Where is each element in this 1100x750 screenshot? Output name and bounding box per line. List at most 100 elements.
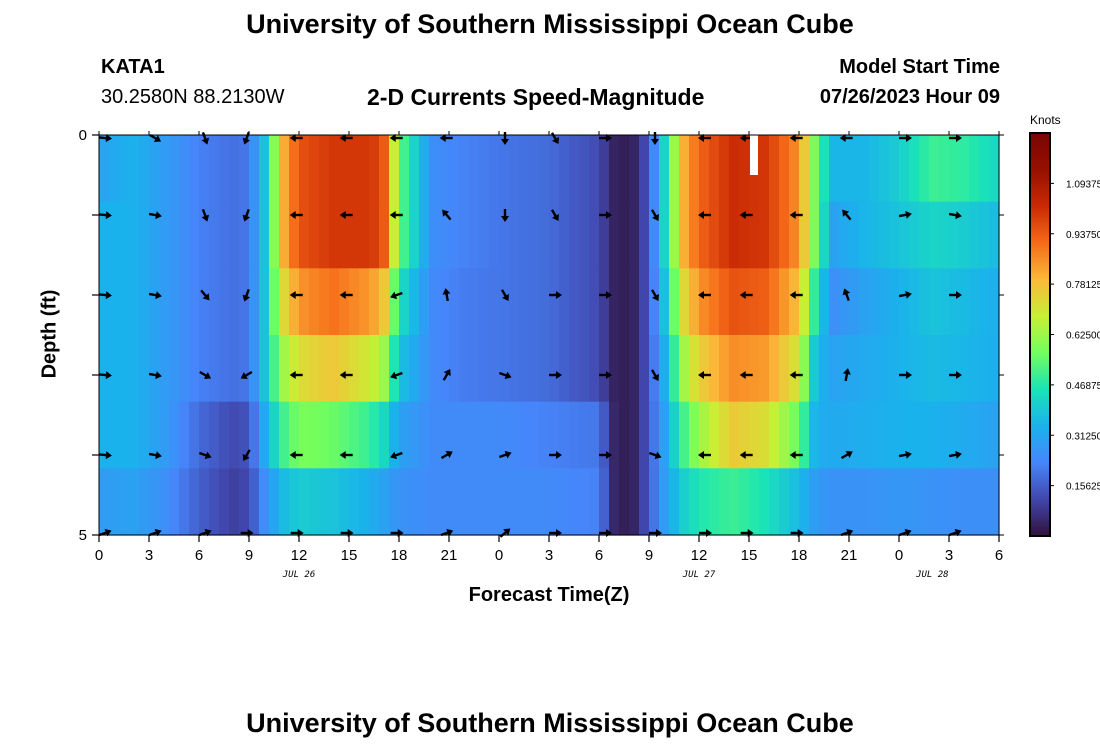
heatmap-cell bbox=[939, 135, 950, 203]
current-vector-arrow bbox=[501, 132, 509, 145]
heatmap-cell bbox=[659, 135, 670, 203]
heatmap-cell bbox=[469, 401, 480, 469]
arrow-head bbox=[698, 371, 704, 379]
arrow-head bbox=[242, 214, 251, 222]
heatmap-cell bbox=[939, 468, 950, 536]
heatmap-cell bbox=[489, 268, 500, 336]
x-tick-label: 9 bbox=[245, 547, 253, 564]
arrow-head bbox=[552, 136, 559, 145]
x-tick-label: 21 bbox=[441, 547, 458, 564]
heatmap-cell bbox=[329, 335, 340, 403]
current-vector-arrow bbox=[898, 210, 912, 219]
arrow-head bbox=[201, 137, 210, 145]
heatmap-cell bbox=[929, 268, 940, 336]
heatmap-cell bbox=[869, 468, 880, 536]
x-tick-label: 6 bbox=[195, 547, 203, 564]
heatmap-cell bbox=[699, 201, 710, 269]
heatmap-cell bbox=[449, 268, 460, 336]
heatmap-cell bbox=[109, 401, 120, 469]
heatmap-cell bbox=[409, 201, 420, 269]
arrow-head bbox=[739, 211, 746, 219]
heatmap-cell bbox=[979, 335, 990, 403]
heatmap-cell bbox=[989, 135, 1000, 203]
heatmap-cell bbox=[209, 135, 220, 203]
heatmap-cell bbox=[519, 335, 530, 403]
arrow-head bbox=[442, 288, 451, 295]
heatmap-cell bbox=[779, 201, 790, 269]
heatmap-cell bbox=[179, 135, 190, 203]
heatmap-cell bbox=[619, 268, 630, 336]
arrow-head bbox=[155, 371, 162, 380]
heatmap-cell bbox=[919, 201, 930, 269]
heatmap-cell bbox=[459, 135, 470, 203]
heatmap-cell bbox=[529, 268, 540, 336]
arrow-head bbox=[905, 450, 912, 459]
heatmap-cell bbox=[599, 135, 610, 203]
arrow-head bbox=[845, 451, 853, 458]
heatmap-cell bbox=[969, 135, 980, 203]
arrow-head bbox=[606, 211, 612, 219]
current-vector-arrow bbox=[501, 209, 509, 222]
heatmap-cell bbox=[209, 401, 220, 469]
heatmap-cell bbox=[359, 401, 370, 469]
heatmap-cell bbox=[369, 268, 380, 336]
arrow-head bbox=[789, 134, 796, 142]
heatmap-cell bbox=[429, 468, 440, 536]
heatmap-cell bbox=[579, 401, 590, 469]
heatmap-cell bbox=[439, 401, 450, 469]
heatmap-cell bbox=[419, 135, 430, 203]
arrow-head bbox=[502, 293, 509, 302]
heatmap-cell bbox=[199, 201, 210, 269]
heatmap-cell bbox=[379, 201, 390, 269]
heatmap-cell bbox=[99, 401, 110, 469]
x-tick-label: 3 bbox=[545, 547, 553, 564]
heatmap-cell bbox=[479, 268, 490, 336]
heatmap-cell bbox=[219, 268, 230, 336]
current-vector-arrow bbox=[842, 209, 852, 221]
heatmap-cell bbox=[539, 268, 550, 336]
heatmap-cell bbox=[149, 335, 160, 403]
heatmap-cell bbox=[409, 401, 420, 469]
arrow-head bbox=[698, 451, 704, 459]
heatmap-cell bbox=[789, 401, 800, 469]
heatmap-cell bbox=[239, 268, 250, 336]
heatmap-cell bbox=[129, 201, 140, 269]
heatmap-cell bbox=[99, 201, 110, 269]
heatmap-cell bbox=[959, 201, 970, 269]
heatmap-cell bbox=[849, 335, 860, 403]
current-vector-arrow bbox=[442, 209, 452, 221]
heatmap-cell bbox=[489, 335, 500, 403]
heatmap-cell bbox=[499, 135, 510, 203]
heatmap-cell bbox=[909, 201, 920, 269]
heatmap-cell bbox=[869, 335, 880, 403]
arrow-head bbox=[504, 371, 512, 380]
heatmap-cell bbox=[429, 401, 440, 469]
heatmap-cell bbox=[989, 401, 1000, 469]
heatmap-cell bbox=[819, 268, 830, 336]
heatmap-cell bbox=[949, 201, 960, 269]
heatmap-cell bbox=[129, 135, 140, 203]
heatmap-cell bbox=[959, 401, 970, 469]
current-vector-arrow bbox=[599, 291, 612, 299]
arrow-head bbox=[698, 134, 704, 142]
heatmap-cell bbox=[909, 468, 920, 536]
x-tick-label: 9 bbox=[645, 547, 653, 564]
current-vector-arrow bbox=[789, 134, 803, 142]
arrow-head bbox=[698, 291, 704, 299]
heatmap-cell bbox=[619, 135, 630, 203]
heatmap-cell bbox=[989, 335, 1000, 403]
heatmap-cell bbox=[719, 468, 730, 536]
arrow-head bbox=[504, 450, 512, 459]
heatmap-cell bbox=[919, 268, 930, 336]
current-vector-arrow bbox=[242, 449, 251, 462]
heatmap-cell bbox=[329, 201, 340, 269]
heatmap-cell bbox=[499, 268, 510, 336]
current-vector-arrow bbox=[698, 291, 711, 299]
arrow-head bbox=[242, 294, 251, 302]
heatmap-cell bbox=[449, 135, 460, 203]
heatmap-cell bbox=[259, 268, 270, 336]
current-vector-arrow bbox=[698, 211, 711, 219]
heatmap-cell bbox=[159, 135, 170, 203]
heatmap-cells bbox=[99, 135, 1000, 536]
arrow-head bbox=[501, 216, 509, 222]
